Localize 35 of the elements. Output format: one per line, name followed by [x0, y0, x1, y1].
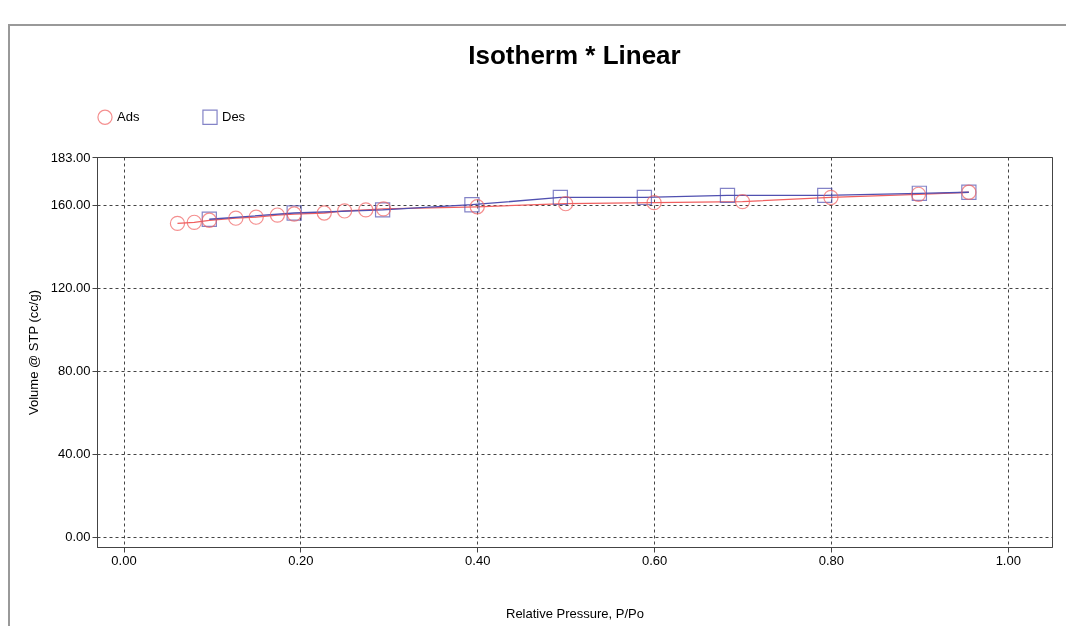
point: [552, 189, 569, 206]
point: [557, 196, 574, 212]
legend-label: Des: [222, 109, 246, 125]
x-tick-label: 0.80: [818, 552, 845, 568]
y-tick-label: 120.00: [50, 280, 91, 296]
x-axis-title: Relative Pressure, P/Po: [505, 605, 645, 621]
point: [464, 197, 480, 213]
x-tick-label: 0.20: [288, 552, 314, 568]
point: [734, 193, 751, 210]
y-tick-label: 80.00: [57, 363, 91, 379]
point: [636, 189, 653, 206]
point: [169, 215, 186, 232]
point: [823, 189, 839, 206]
point: [228, 210, 244, 226]
y-tick-label: 160.00: [50, 197, 91, 213]
chart-title: Isotherm * Linear: [468, 40, 681, 70]
point: [469, 199, 485, 215]
point: [316, 205, 332, 221]
y-axis-title: Volume @ STP (cc/g): [25, 290, 41, 415]
x-tick-label: 0.00: [111, 552, 137, 568]
y-tick-label: 40.00: [57, 446, 91, 462]
legend-label: Ads: [117, 109, 140, 125]
point: [646, 194, 662, 211]
y-tick-label: 183.00: [50, 149, 91, 165]
point: [248, 209, 264, 225]
x-tick-label: 1.00: [995, 552, 1021, 568]
point: [269, 207, 286, 223]
point: [186, 214, 202, 230]
y-tick-label: 0.00: [65, 529, 91, 545]
point: [358, 202, 374, 218]
x-tick-label: 0.40: [465, 552, 491, 568]
point: [719, 187, 736, 204]
point: [817, 187, 833, 204]
point: [336, 203, 353, 219]
x-tick-label: 0.60: [641, 552, 668, 568]
